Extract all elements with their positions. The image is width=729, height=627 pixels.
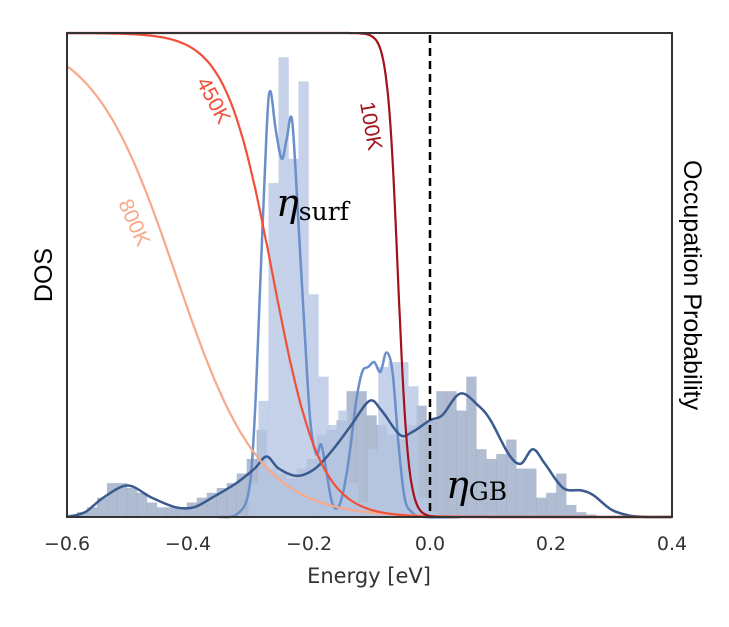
- histogram-bar: [456, 410, 467, 517]
- histogram-bar: [358, 502, 369, 517]
- histogram-bar: [426, 420, 437, 517]
- histogram-bar: [356, 391, 367, 517]
- histogram-bar: [388, 362, 399, 517]
- x-tick-label: 0.2: [536, 533, 566, 555]
- histogram-bar: [126, 487, 138, 517]
- histogram-bar: [156, 507, 168, 517]
- x-tick-label: −0.2: [286, 533, 332, 555]
- label-100K: 100K: [355, 100, 386, 152]
- label-eta-surf: ηsurf: [276, 181, 351, 226]
- histogram-bar: [576, 512, 587, 517]
- histogram-bar: [496, 454, 507, 517]
- histogram-bar: [338, 410, 349, 517]
- histogram-bar: [418, 497, 429, 517]
- plot-frame: [66, 32, 673, 518]
- histogram-bar: [308, 294, 319, 517]
- histogram-bar: [186, 502, 198, 517]
- histogram-bar: [466, 376, 477, 517]
- histogram-bar: [586, 514, 597, 517]
- histogram-bar: [196, 497, 208, 517]
- label-450K: 450K: [192, 74, 235, 128]
- histogram-bar: [436, 391, 447, 517]
- histogram-bar: [166, 507, 178, 517]
- label-eta-gb: ηGB: [446, 463, 507, 507]
- histogram-bar: [536, 497, 547, 517]
- x-tick-label: 0.4: [657, 533, 687, 555]
- histogram-bar: [268, 183, 279, 518]
- histogram-bar: [416, 405, 427, 517]
- histogram-bar: [318, 376, 329, 517]
- kde-line: [66, 392, 673, 519]
- histogram-bar: [96, 497, 108, 517]
- x-axis-label: Energy [eV]: [307, 564, 431, 588]
- y-axis-label-left: DOS: [30, 248, 58, 302]
- histogram-bar: [206, 492, 218, 517]
- histogram-bar: [506, 439, 517, 517]
- histogram-bar: [226, 483, 238, 517]
- kde-lines: [66, 89, 673, 519]
- histogram-bar: [446, 391, 457, 517]
- x-ticks: −0.6 −0.4 −0.2 0.0 0.2 0.4: [44, 533, 687, 555]
- histogram-bar: [476, 449, 487, 517]
- x-tick-label: −0.4: [165, 533, 211, 555]
- histogram-bar: [116, 483, 128, 517]
- histogram-bar: [328, 425, 339, 517]
- histogram-bar: [428, 512, 439, 517]
- histogram-bar: [526, 468, 537, 517]
- histogram-bar: [106, 483, 118, 517]
- histogram-bar: [398, 362, 409, 517]
- histogram-bar: [546, 492, 557, 517]
- histogram-bar: [556, 473, 567, 517]
- histogram-bar: [278, 57, 289, 517]
- label-800K: 800K: [113, 196, 154, 250]
- histogram-bar: [348, 483, 359, 517]
- histogram-bar: [236, 473, 247, 517]
- histogram-bar: [216, 487, 228, 517]
- histograms: [67, 57, 597, 518]
- x-tick-label: 0.0: [415, 533, 445, 555]
- histogram-bar: [408, 386, 419, 517]
- histogram-bar: [566, 504, 577, 517]
- histogram-bar: [136, 492, 148, 517]
- histogram-bar: [288, 158, 299, 517]
- histogram-bar: [176, 507, 188, 517]
- histogram-bar: [86, 507, 98, 517]
- y-axis-label-right: Occupation Probability: [678, 160, 706, 411]
- histogram-bar: [516, 468, 527, 517]
- histogram-bar: [486, 458, 497, 517]
- histogram-bar: [378, 366, 389, 517]
- kde-line: [218, 89, 461, 519]
- x-tick-label: −0.6: [44, 533, 90, 555]
- histogram-bar: [146, 502, 158, 517]
- histogram-bar: [248, 483, 259, 517]
- histogram-bar: [368, 449, 379, 517]
- histogram-bar: [346, 391, 357, 517]
